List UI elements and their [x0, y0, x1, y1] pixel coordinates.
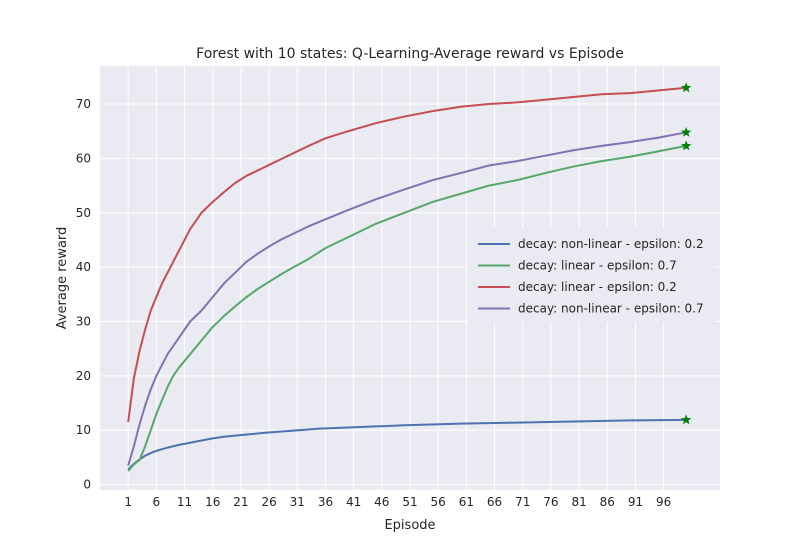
- x-tick-label: 21: [233, 495, 248, 509]
- series-line-0: [127, 418, 687, 471]
- y-tick-label: 60: [76, 151, 91, 165]
- chart-title: Forest with 10 states: Q-Learning-Averag…: [196, 46, 624, 62]
- x-tick-label: 36: [318, 495, 333, 509]
- x-tick-label: 11: [177, 495, 192, 509]
- series-line-3: [127, 131, 687, 466]
- y-tick-labels: 0 10 20 30 40 50 60 70: [76, 97, 91, 492]
- end-star-marker-2: [680, 82, 692, 93]
- x-tick-label: 41: [346, 495, 361, 509]
- series-line-1: [127, 144, 687, 472]
- legend: decay: non-linear - epsilon: 0.2 decay: l…: [468, 228, 714, 322]
- x-tick-label: 91: [628, 495, 643, 509]
- series-line-2: [127, 86, 687, 423]
- series-group: [127, 86, 687, 472]
- y-tick-label: 0: [83, 478, 91, 492]
- x-tick-label: 76: [543, 495, 558, 509]
- x-tick-label: 46: [374, 495, 389, 509]
- y-tick-label: 20: [76, 369, 91, 383]
- x-tick-label: 66: [487, 495, 502, 509]
- y-tick-label: 70: [76, 97, 91, 111]
- x-tick-label: 71: [515, 495, 530, 509]
- end-star-marker-0: [680, 414, 692, 425]
- x-tick-label: 61: [459, 495, 474, 509]
- x-tick-label: 81: [571, 495, 586, 509]
- y-tick-label: 40: [76, 260, 91, 274]
- legend-label-0: decay: non-linear - epsilon: 0.2: [518, 237, 704, 251]
- y-tick-label: 50: [76, 206, 91, 220]
- x-tick-label: 26: [261, 495, 276, 509]
- legend-label-1: decay: linear - epsilon: 0.7: [518, 259, 677, 273]
- legend-label-2: decay: linear - epsilon: 0.2: [518, 280, 677, 294]
- x-tick-label: 16: [205, 495, 220, 509]
- x-tick-label: 96: [656, 495, 671, 509]
- end-markers: [680, 82, 692, 425]
- x-tick-label: 1: [124, 495, 132, 509]
- end-star-marker-3: [680, 126, 692, 137]
- x-tick-labels: 1 6 11 16 21 26 31 36 41 46 51 56 61 66 71 76 81 86 91 96: [124, 495, 671, 509]
- x-tick-label: 6: [153, 495, 161, 509]
- y-tick-label: 30: [76, 314, 91, 328]
- x-tick-label: 51: [402, 495, 417, 509]
- x-tick-label: 86: [600, 495, 615, 509]
- x-tick-label: 56: [431, 495, 446, 509]
- x-tick-label: 31: [290, 495, 305, 509]
- y-axis-label: Average reward: [55, 227, 70, 330]
- y-tick-label: 10: [76, 423, 91, 437]
- legend-label-3: decay: non-linear - epsilon: 0.7: [518, 302, 704, 316]
- end-star-marker-1: [680, 140, 692, 151]
- x-axis-label: Episode: [384, 518, 435, 533]
